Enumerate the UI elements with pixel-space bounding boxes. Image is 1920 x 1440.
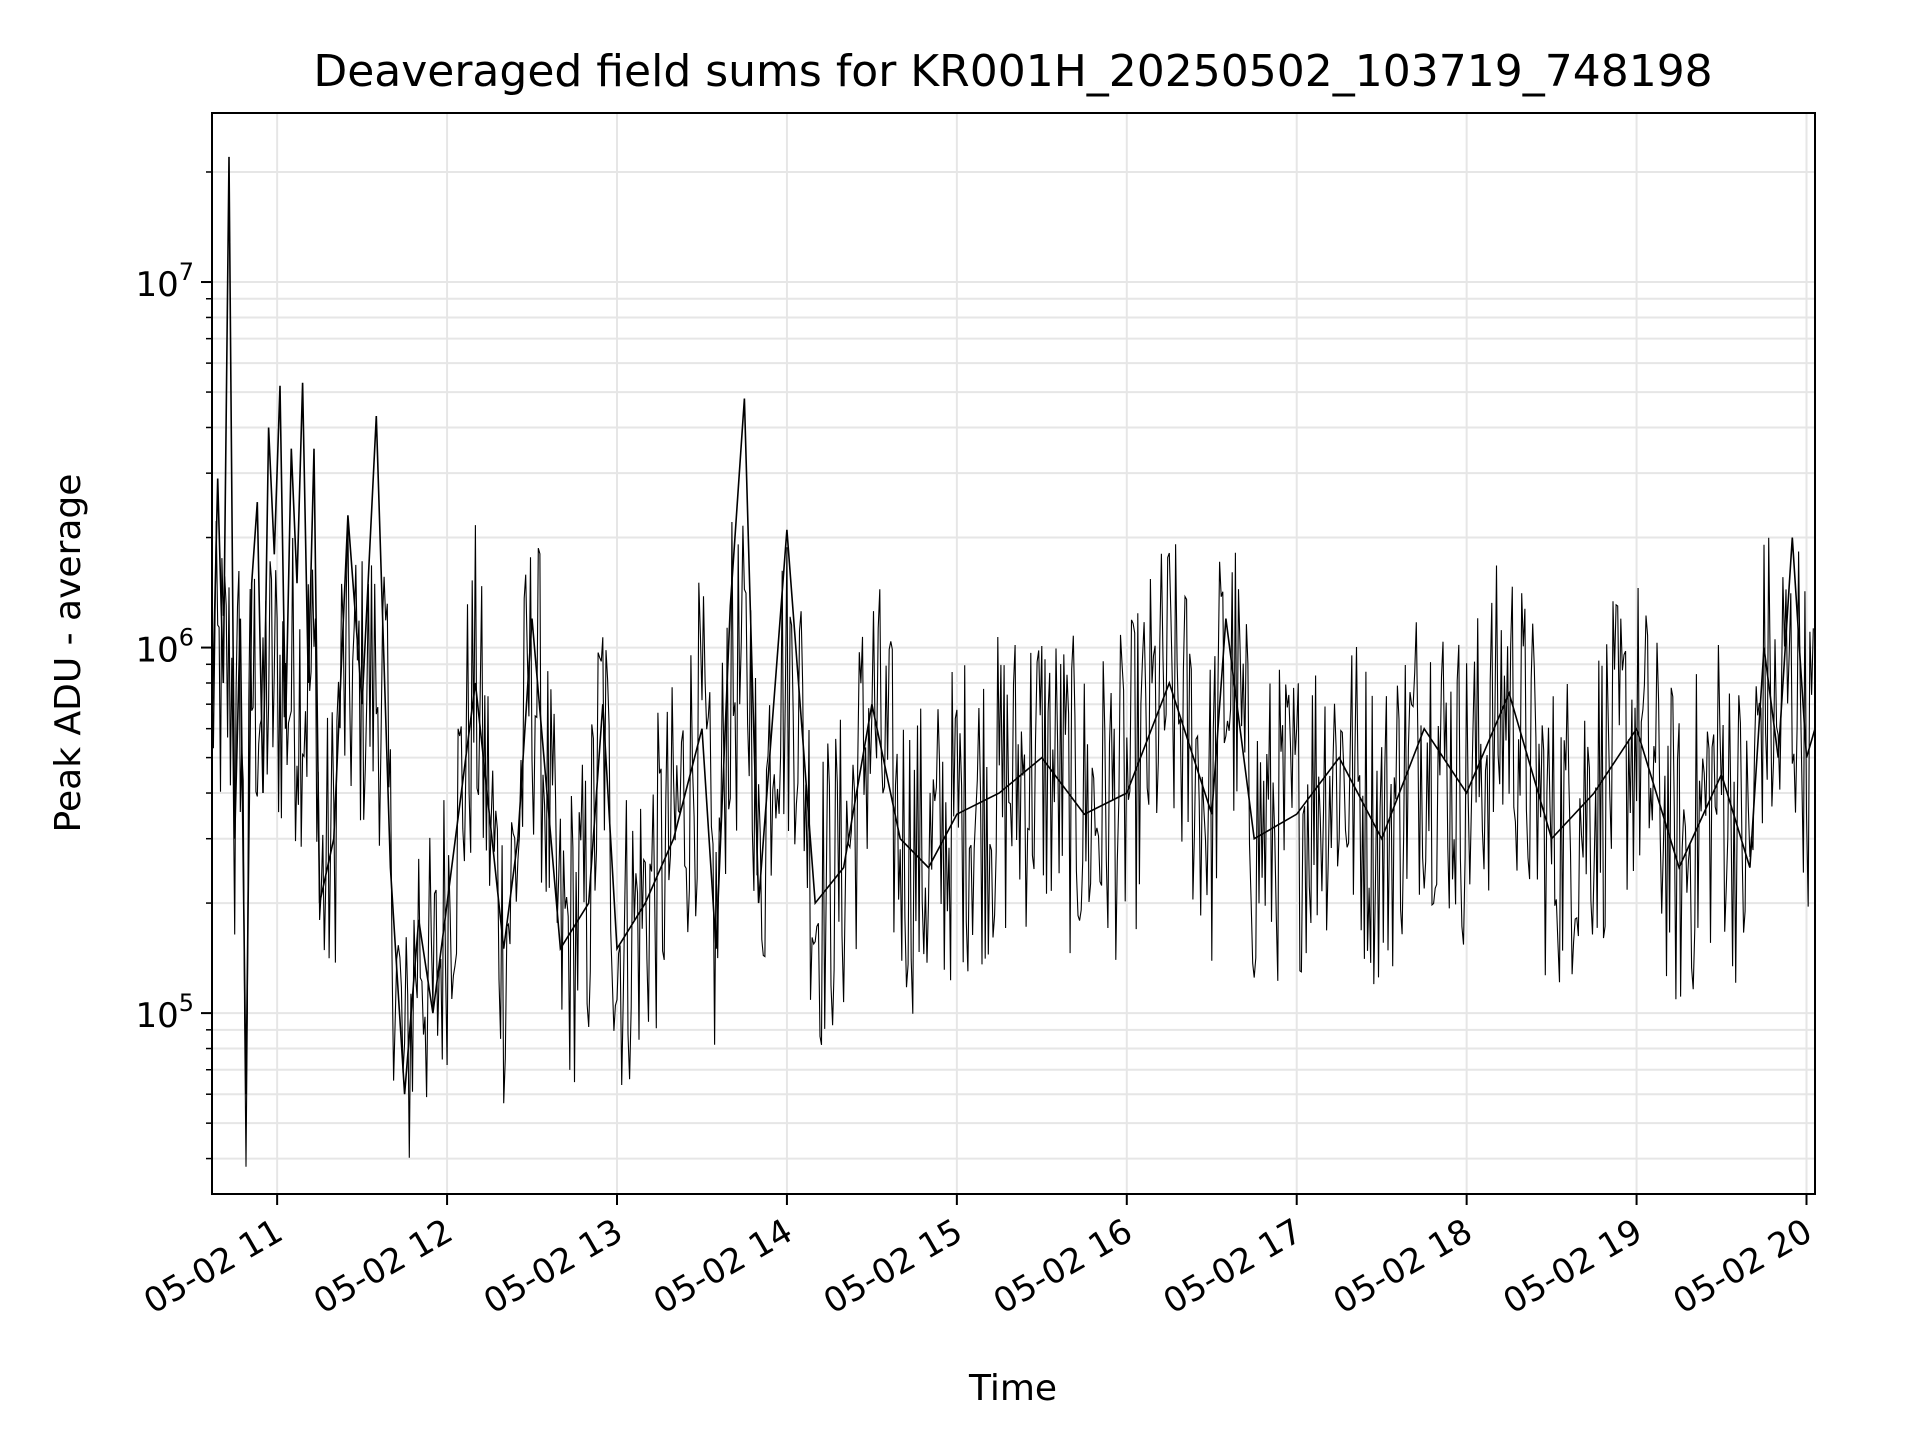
y-axis: 105 106 107 [135, 258, 212, 1036]
plot-frame [211, 112, 1816, 1195]
y-tick-label: 106 [135, 624, 194, 671]
x-axis-label: Time [968, 1368, 1057, 1409]
y-axis-label: Peak ADU - average [48, 474, 89, 833]
series-line [212, 156, 1815, 1095]
noise-spikes [212, 520, 1814, 1167]
chart-title: Deaveraged field sums for KR001H_2025050… [313, 46, 1712, 97]
y-tick-label: 107 [135, 258, 194, 305]
series-noise [212, 520, 1814, 1167]
y-tick-label: 105 [135, 989, 194, 1036]
plot-area [212, 156, 1815, 1167]
